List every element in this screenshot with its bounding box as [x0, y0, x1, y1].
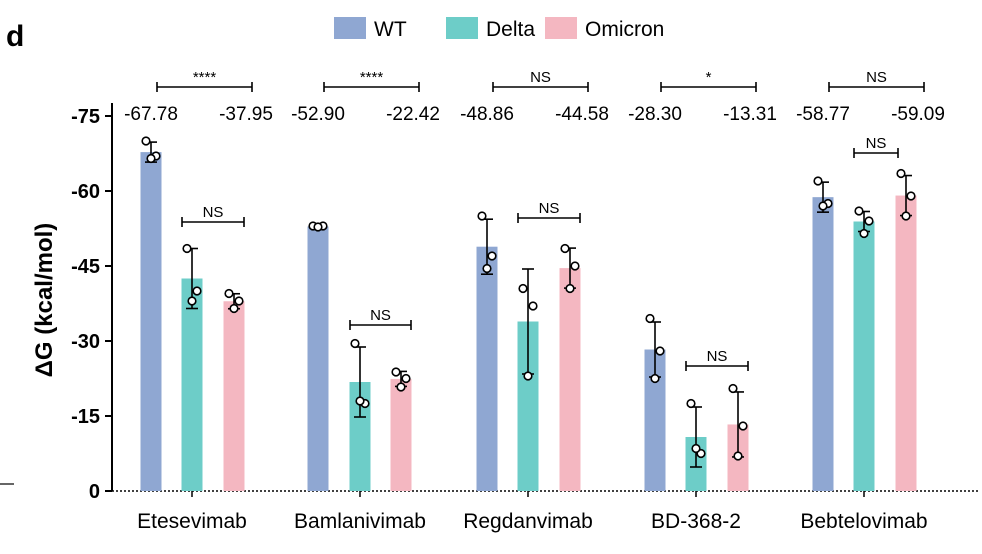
wt-value-label: -58.77 — [796, 104, 850, 125]
replicate-point — [728, 383, 738, 394]
replicate-point — [859, 228, 869, 239]
replicate-point — [182, 243, 192, 254]
replicate-point — [650, 373, 660, 384]
bar-wt-bebtelovimab — [812, 197, 834, 491]
wt-value-label: -67.78 — [124, 104, 178, 125]
replicate-point — [686, 398, 696, 409]
replicate-point — [187, 296, 197, 306]
replicate-point — [350, 338, 360, 349]
legend: WT Delta Omicron — [334, 17, 664, 41]
replicate-point — [146, 153, 156, 164]
replicate-point — [224, 288, 234, 299]
bar-delta-etesevimab — [181, 278, 203, 491]
wt-omicron-bracket-label: **** — [360, 69, 384, 86]
replicate-point — [813, 176, 823, 186]
replicate-point — [691, 443, 701, 454]
replicate-point — [355, 396, 365, 406]
replicate-point — [645, 313, 655, 324]
legend-swatch-delta — [446, 17, 478, 39]
replicate-point — [523, 371, 533, 381]
replicate-point — [570, 261, 580, 271]
replicate-point — [482, 263, 492, 274]
panel-label: d — [6, 20, 24, 53]
bar-delta-bebtelovimab — [853, 221, 875, 491]
wt-value-label: -48.86 — [460, 104, 514, 125]
bar-wt-bd-368-2 — [644, 349, 666, 491]
replicate-point — [906, 191, 916, 201]
omicron-value-label: -22.42 — [386, 104, 440, 125]
annotations: -67.78 -37.95 **** -52.90 -22.42 **** -48.86 -4… — [124, 69, 945, 371]
replicate-point — [192, 286, 202, 296]
wt-value-label: -28.30 — [628, 104, 682, 125]
replicate-point — [896, 168, 906, 179]
y-tick-label: -60 — [71, 181, 100, 203]
bar-omicron-etesevimab — [223, 301, 245, 491]
wt-delta-bracket-label: NS — [866, 135, 887, 152]
wt-omicron-bracket-label: NS — [866, 69, 887, 86]
x-tick-label-bamlanivimab: Bamlanivimab — [294, 510, 426, 533]
bar-delta-regdanvimab — [517, 321, 539, 491]
replicate-point — [229, 303, 239, 314]
delta-omicron-bracket-label: NS — [203, 204, 224, 221]
legend-label-wt: WT — [374, 18, 407, 41]
replicate-point — [901, 211, 911, 221]
replicate-point — [401, 373, 411, 384]
delta-omicron-bracket-label: NS — [707, 348, 728, 365]
replicate-point — [738, 421, 748, 431]
y-tick-label: -45 — [71, 256, 100, 278]
replicate-point — [818, 201, 828, 211]
bar-wt-bamlanivimab — [307, 226, 329, 491]
wt-omicron-bracket-label: NS — [530, 69, 551, 86]
y-tick-label: -75 — [71, 106, 100, 128]
replicate-point — [733, 451, 743, 461]
bar-omicron-bebtelovimab — [895, 195, 917, 492]
y-axis: 0 -15 -30 -45 -60 -75 — [71, 103, 113, 503]
legend-label-delta: Delta — [486, 18, 535, 41]
y-tick-label: 0 — [89, 481, 100, 503]
y-tick-label: -15 — [71, 406, 100, 428]
delta-omicron-bracket-label: NS — [370, 307, 391, 324]
bar-delta-bamlanivimab — [349, 382, 371, 491]
replicate-point — [854, 206, 864, 216]
bar-omicron-regdanvimab — [559, 268, 581, 491]
replicate-point — [655, 346, 665, 356]
replicate-point — [560, 243, 570, 254]
x-tick-label-regdanvimab: Regdanvimab — [463, 510, 593, 533]
x-tick-label-bd-368-2: BD-368-2 — [651, 510, 741, 533]
wt-omicron-bracket-label: * — [706, 69, 712, 86]
replicate-point — [234, 296, 244, 306]
legend-swatch-wt — [334, 17, 366, 39]
replicate-point — [141, 136, 151, 146]
replicate-point — [477, 211, 487, 221]
replicate-point — [565, 283, 575, 294]
replicate-point — [396, 382, 406, 392]
wt-omicron-bracket-label: **** — [193, 69, 217, 86]
y-axis-label: ΔG (kcal/mol) — [31, 223, 58, 378]
omicron-value-label: -44.58 — [555, 104, 609, 125]
bar-wt-regdanvimab — [476, 246, 498, 491]
replicate-point — [313, 222, 323, 232]
x-tick-label-bebtelovimab: Bebtelovimab — [800, 510, 927, 533]
y-tick-label: -30 — [71, 331, 100, 353]
omicron-value-label: -59.09 — [891, 104, 945, 125]
bars — [140, 136, 917, 492]
replicate-point — [487, 251, 497, 261]
x-axis: Etesevimab Bamlanivimab Regdanvimab BD-368-… — [0, 483, 980, 533]
replicate-point — [391, 367, 401, 377]
replicate-point — [864, 216, 874, 226]
legend-swatch-omicron — [545, 17, 577, 39]
legend-label-omicron: Omicron — [585, 18, 664, 41]
bar-omicron-bamlanivimab — [390, 378, 412, 491]
delta-omicron-bracket-label: NS — [539, 200, 560, 217]
omicron-value-label: -13.31 — [723, 104, 777, 125]
replicate-point — [528, 301, 538, 311]
replicate-point — [518, 283, 528, 294]
x-tick-label-etesevimab: Etesevimab — [137, 510, 247, 533]
omicron-value-label: -37.95 — [219, 104, 273, 125]
wt-value-label: -52.90 — [291, 104, 345, 125]
bar-wt-etesevimab — [140, 152, 162, 491]
